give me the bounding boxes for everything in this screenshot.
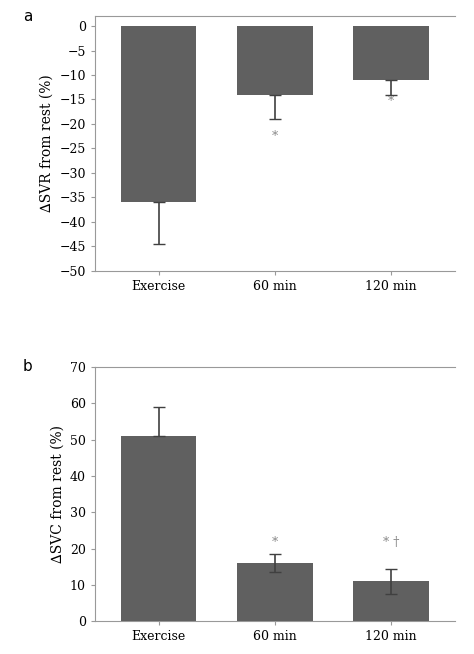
Bar <box>121 436 197 621</box>
Bar <box>353 26 429 80</box>
Y-axis label: ∆SVC from rest (%): ∆SVC from rest (%) <box>50 425 64 563</box>
Bar <box>353 581 429 621</box>
Bar <box>121 26 197 202</box>
Text: *: * <box>388 95 394 109</box>
Y-axis label: ∆SVR from rest (%): ∆SVR from rest (%) <box>40 75 54 213</box>
Text: *: * <box>272 536 278 549</box>
Bar <box>237 26 313 95</box>
Text: b: b <box>23 360 33 375</box>
Text: *: * <box>272 129 278 143</box>
Text: a: a <box>23 9 32 24</box>
Bar <box>237 563 313 621</box>
Text: * †: * † <box>383 536 399 549</box>
